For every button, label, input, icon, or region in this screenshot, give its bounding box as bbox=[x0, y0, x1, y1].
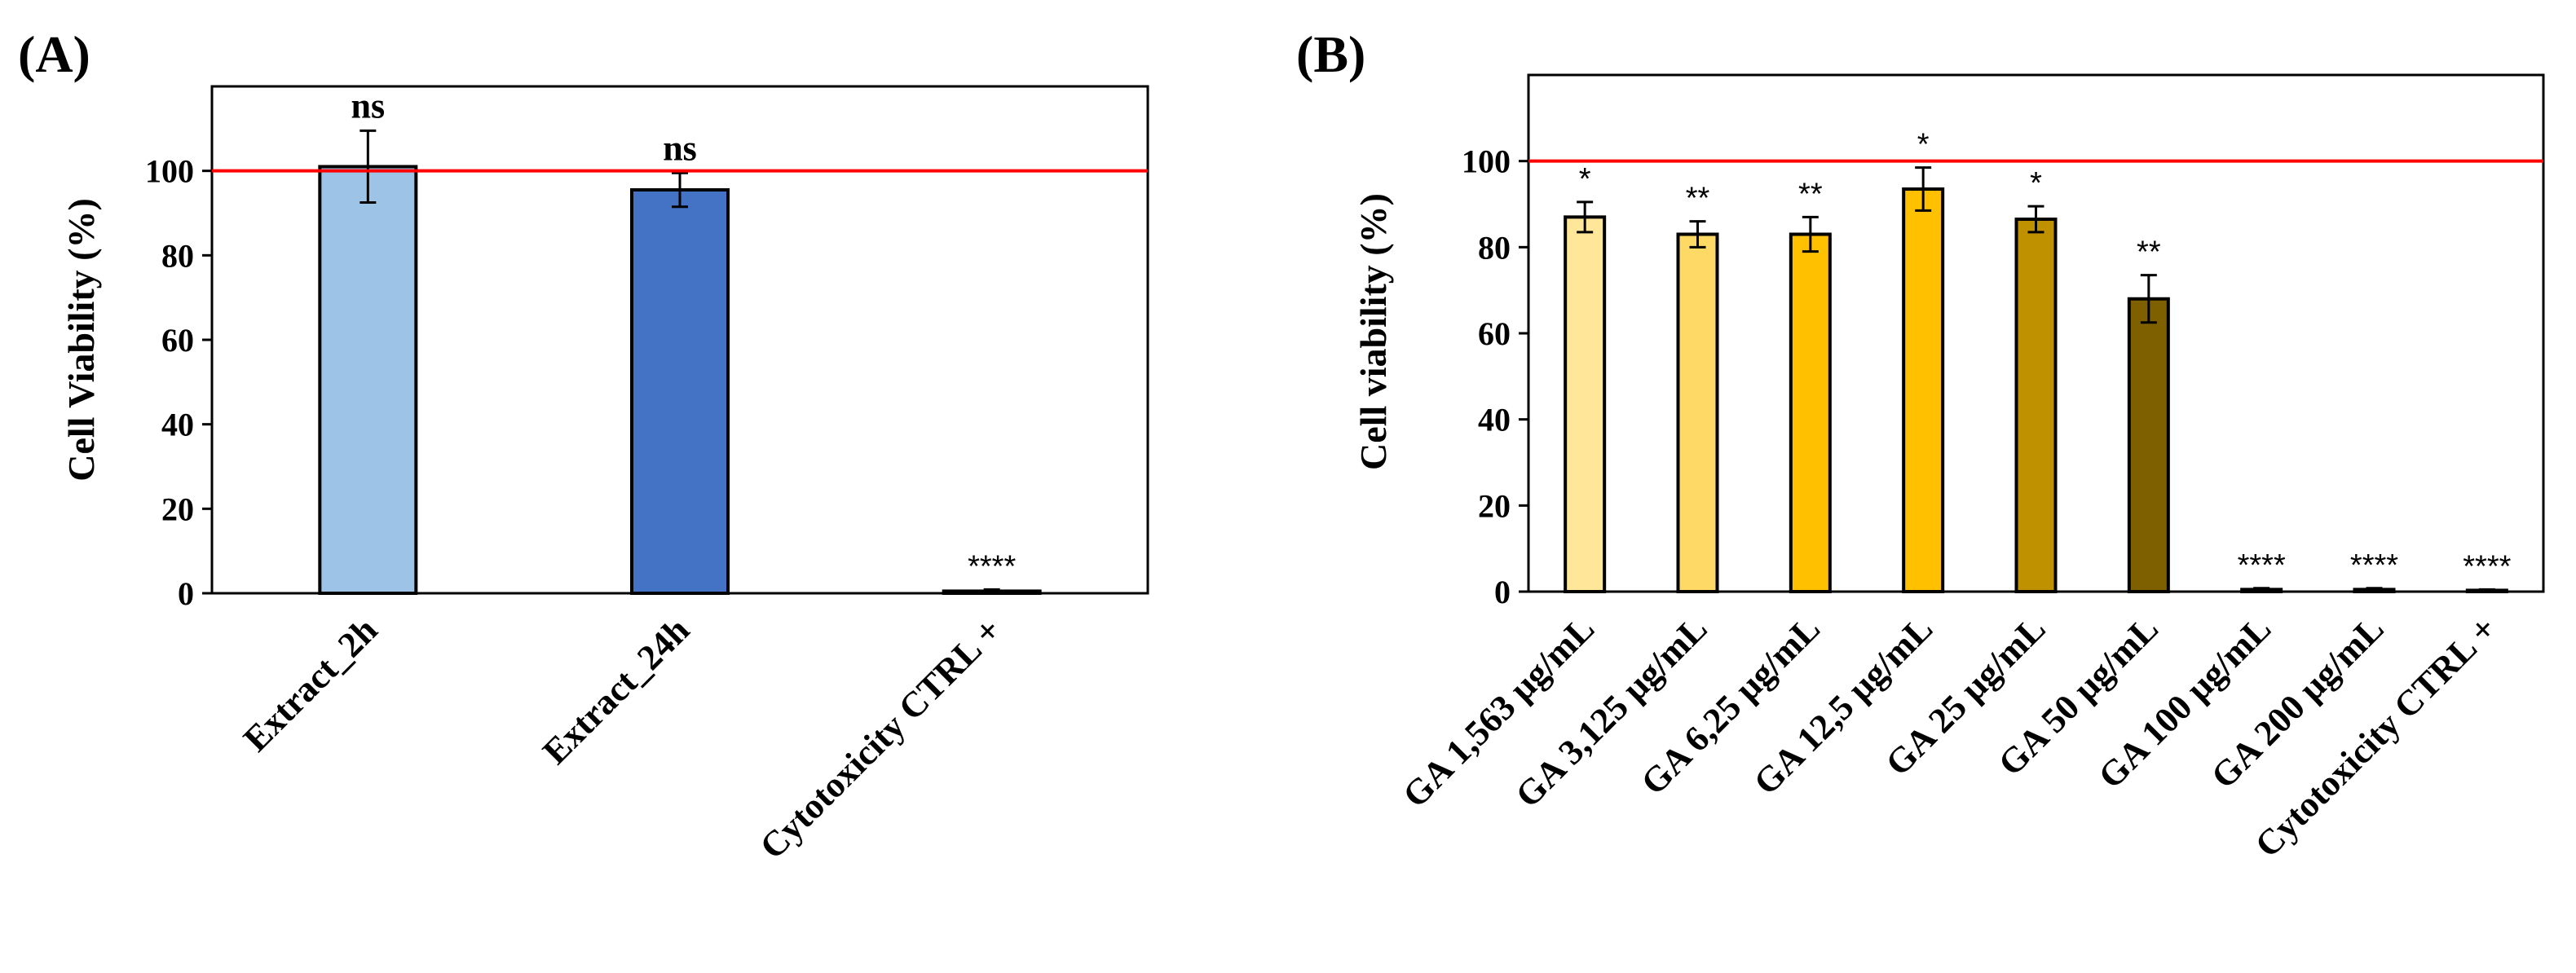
significance-label: **** bbox=[2238, 548, 2286, 583]
y-tick-label: 60 bbox=[161, 322, 194, 359]
y-tick-label: 20 bbox=[1478, 487, 1511, 524]
significance-label: **** bbox=[968, 549, 1016, 583]
x-category-label: GA 3,125 µg/mL bbox=[1508, 608, 1715, 815]
significance-label: * bbox=[1579, 162, 1591, 196]
x-category-label: GA 1,563 µg/mL bbox=[1395, 608, 1602, 815]
x-category-label: Cytotoxicity CTRL + bbox=[752, 610, 1009, 866]
y-axis-title: Cell Viability (%) bbox=[60, 198, 102, 482]
significance-label: **** bbox=[2350, 548, 2398, 583]
significance-label: * bbox=[2030, 166, 2042, 200]
significance-label: **** bbox=[2463, 549, 2511, 583]
y-tick-label: 40 bbox=[1478, 402, 1511, 438]
x-category-label: Extract_24h bbox=[535, 610, 697, 772]
y-tick-label: 60 bbox=[1478, 315, 1511, 352]
significance-label: ** bbox=[1798, 177, 1823, 211]
panel-b-chart: (B) 0 20 40 60 80 100 Cell viability (%) * GA 1,5… bbox=[1296, 25, 2545, 865]
panel-label: (A) bbox=[18, 25, 90, 83]
bar bbox=[1902, 187, 1945, 593]
bar bbox=[1564, 215, 1607, 593]
bar bbox=[2014, 217, 2058, 593]
y-tick-label: 0 bbox=[1494, 574, 1511, 610]
panel-a-chart: (A) 0 20 40 60 80 100 Cell Viability (%) ns Extra… bbox=[18, 25, 1149, 867]
bar bbox=[630, 187, 730, 595]
y-tick-label: 100 bbox=[145, 153, 194, 190]
y-tick-label: 100 bbox=[1462, 143, 1511, 180]
y-tick-label: 40 bbox=[161, 407, 194, 443]
bar bbox=[1676, 232, 1719, 593]
significance-label: ns bbox=[351, 86, 386, 125]
bar bbox=[2127, 297, 2170, 593]
significance-label: ** bbox=[2137, 236, 2161, 270]
panel-label: (B) bbox=[1296, 25, 1365, 83]
y-tick-label: 80 bbox=[161, 237, 194, 274]
x-category-label: Extract_2h bbox=[236, 610, 385, 759]
significance-label: ** bbox=[1686, 182, 1710, 216]
significance-label: ns bbox=[663, 128, 697, 168]
bar bbox=[1789, 232, 1832, 593]
y-tick-label: 20 bbox=[161, 491, 194, 527]
y-axis-title: Cell viability (%) bbox=[1352, 193, 1394, 470]
y-tick-label: 80 bbox=[1478, 229, 1511, 266]
y-tick-label: 0 bbox=[178, 575, 194, 612]
significance-label: * bbox=[1917, 128, 1930, 162]
bar bbox=[318, 165, 418, 595]
